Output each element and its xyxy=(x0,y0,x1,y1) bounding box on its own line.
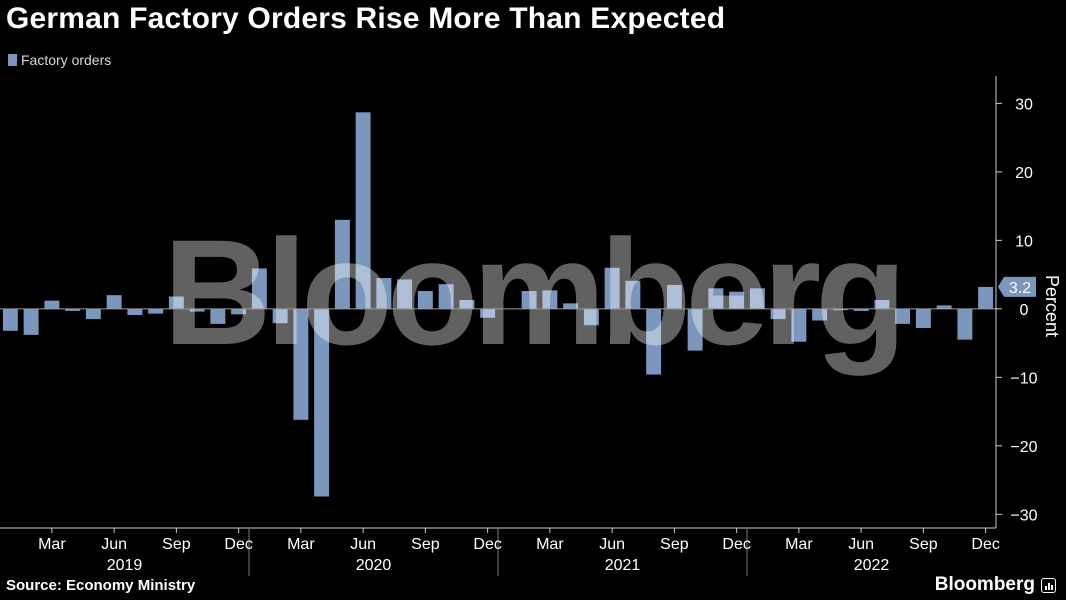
brand-name: Bloomberg xyxy=(934,574,1035,595)
bar-39 xyxy=(812,308,828,321)
bar-26 xyxy=(542,290,558,309)
bar-36 xyxy=(749,288,765,309)
x-month-label: Jun xyxy=(848,536,874,553)
chart-title: German Factory Orders Rise More Than Exp… xyxy=(6,2,726,35)
x-year-label: 2022 xyxy=(854,557,890,574)
x-year-label: 2019 xyxy=(107,557,143,574)
x-month-label: Dec xyxy=(722,536,750,553)
y-axis-title: Percent xyxy=(1042,275,1062,337)
bar-12 xyxy=(251,268,267,309)
legend-swatch xyxy=(8,54,17,66)
bar-29 xyxy=(604,267,620,309)
watermark-text: Bloomberg xyxy=(163,208,901,376)
bar-4 xyxy=(85,308,101,320)
last-value-callout: 3.2 xyxy=(998,276,1036,297)
bar-16 xyxy=(334,219,350,309)
bar-7 xyxy=(148,308,164,314)
bar-32 xyxy=(666,284,682,309)
bar-18 xyxy=(376,278,392,309)
bar-27 xyxy=(563,303,579,309)
bar-25 xyxy=(521,291,537,309)
bar-30 xyxy=(625,280,641,309)
bar-38 xyxy=(791,308,807,342)
bar-35 xyxy=(729,291,745,309)
bar-43 xyxy=(895,308,911,324)
x-month-label: Dec xyxy=(971,536,999,553)
x-month-label: Jun xyxy=(350,536,376,553)
x-month-label: Jun xyxy=(599,536,625,553)
bar-13 xyxy=(272,308,288,324)
y-tick-label: 0 xyxy=(1020,302,1029,319)
last-value-marker xyxy=(998,276,1036,297)
x-month-label: Sep xyxy=(660,536,689,553)
bar-44 xyxy=(915,308,931,329)
bar-20 xyxy=(417,291,433,309)
y-tick-label: 10 xyxy=(1015,233,1033,250)
x-month-label: Sep xyxy=(162,536,191,553)
bar-11 xyxy=(231,308,247,315)
bar-45 xyxy=(936,305,952,309)
bar-37 xyxy=(770,308,786,320)
bar-23 xyxy=(480,308,496,318)
bar-21 xyxy=(438,284,454,309)
x-month-label: Sep xyxy=(411,536,440,553)
x-month-label: Mar xyxy=(38,536,66,553)
bar-31 xyxy=(646,308,662,375)
bar-28 xyxy=(583,308,599,326)
bar-1 xyxy=(23,308,39,335)
bar-6 xyxy=(127,308,143,316)
bar-42 xyxy=(874,299,890,309)
bar-15 xyxy=(314,308,330,497)
x-month-label: Dec xyxy=(224,536,252,553)
bar-8 xyxy=(168,296,184,309)
y-tick-label: −10 xyxy=(1010,370,1037,387)
bar-19 xyxy=(397,279,413,309)
bar-0 xyxy=(2,308,18,331)
bar-3 xyxy=(65,308,81,311)
bar-22 xyxy=(459,299,475,309)
x-month-label: Mar xyxy=(785,536,813,553)
bar-9 xyxy=(189,308,205,312)
source-note: Source: Economy Ministry xyxy=(6,577,196,594)
y-tick-label: −30 xyxy=(1010,507,1037,524)
bar-47 xyxy=(978,286,994,309)
bar-14 xyxy=(293,308,309,420)
bar-41 xyxy=(853,308,869,311)
x-month-label: Mar xyxy=(287,536,315,553)
bar-40 xyxy=(832,308,848,311)
bar-46 xyxy=(957,308,973,340)
bar-17 xyxy=(355,112,371,309)
bar-2 xyxy=(44,300,60,309)
bar-5 xyxy=(106,295,122,309)
x-year-label: 2020 xyxy=(356,557,392,574)
brand-logo: Bloomberg xyxy=(935,574,1056,596)
x-year-label: 2021 xyxy=(605,557,641,574)
y-tick-label: −20 xyxy=(1010,439,1037,456)
bar-33 xyxy=(687,308,703,351)
last-value-label: 3.2 xyxy=(1009,280,1031,297)
x-month-label: Dec xyxy=(473,536,501,553)
x-month-label: Mar xyxy=(536,536,564,553)
x-month-label: Jun xyxy=(101,536,127,553)
bar-10 xyxy=(210,308,226,324)
legend: Factory orders xyxy=(8,52,111,68)
bloomberg-chart-icon xyxy=(1041,577,1056,593)
bar-34 xyxy=(708,288,724,309)
y-tick-label: 20 xyxy=(1015,165,1033,182)
legend-label: Factory orders xyxy=(21,52,112,68)
y-tick-label: 30 xyxy=(1015,96,1033,113)
x-month-label: Sep xyxy=(909,536,938,553)
